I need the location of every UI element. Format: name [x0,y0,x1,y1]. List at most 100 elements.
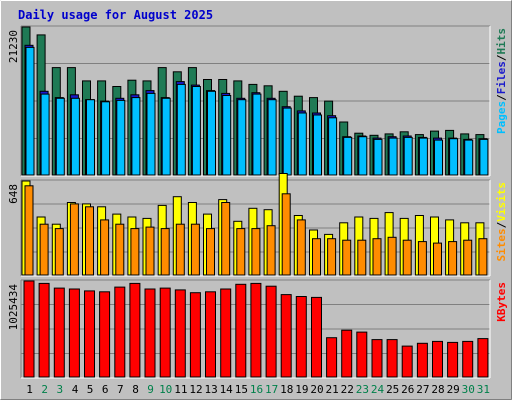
panel-visits-sites: 648 Sites/Visits [7,173,508,277]
x-tick-label: 9 [147,383,154,396]
bar-kbytes-day-21 [326,337,338,378]
bar-sites-day-2 [39,223,49,276]
bar-kbytes-day-9 [144,288,156,378]
bar-sites-day-1 [24,185,34,276]
ymax-label: 1025434 [7,284,20,331]
legend-visits-sites: Sites/Visits [495,182,508,262]
x-tick-label: 13 [204,383,217,396]
legend-entry: / [495,94,508,101]
panel-hits-files-pages: 21230 Pages/Files/Hits [7,25,508,177]
legend-entry: / [495,221,508,228]
bar-pages-day-26 [403,136,413,176]
x-tick-label: 21 [325,383,338,396]
x-tick-label: 15 [235,383,248,396]
x-tick-label: 5 [87,383,94,396]
x-tick-label: 3 [56,383,63,396]
bar-sites-day-5 [85,206,94,276]
bar-sites-day-12 [190,223,200,276]
bar-pages-day-30 [464,139,474,176]
bar-kbytes-day-22 [341,329,353,378]
bar-pages-day-27 [418,137,428,176]
bar-pages-day-7 [116,99,126,176]
bar-sites-day-16 [251,228,261,276]
bar-kbytes-day-4 [68,288,80,378]
bar-sites-day-4 [69,203,79,276]
bar-pages-day-19 [297,112,307,176]
x-tick-label: 27 [416,383,429,396]
bar-kbytes-day-5 [84,290,95,378]
legend-kbytes: KBytes [495,282,508,322]
bar-kbytes-day-31 [477,338,489,378]
x-tick-label: 28 [431,383,444,396]
x-tick-label: 30 [462,383,475,396]
bar-pages-day-3 [55,97,65,176]
bar-sites-day-19 [296,219,306,276]
bar-pages-day-20 [313,114,322,176]
bar-pages-day-23 [358,136,368,176]
bar-pages-day-28 [434,139,443,176]
bar-kbytes-day-19 [295,296,307,378]
x-tick-label: 12 [189,383,202,396]
legend-hits-files-pages: Pages/Files/Hits [495,28,508,134]
bar-kbytes-day-18 [280,294,292,378]
bar-sites-day-29 [448,241,458,276]
x-tick-label: 19 [295,383,308,396]
legend-entry: Visits [495,182,508,222]
bar-sites-day-3 [54,228,64,276]
bar-pages-day-22 [343,136,353,176]
bar-kbytes-day-27 [416,342,428,378]
x-tick-label: 16 [250,383,263,396]
bar-kbytes-day-14 [220,288,232,378]
legend-entry: KBytes [495,282,508,322]
bar-kbytes-day-24 [371,339,383,378]
bar-sites-day-10 [160,228,170,276]
bar-pages-day-15 [237,99,247,176]
bar-sites-day-24 [372,238,382,276]
bar-pages-day-29 [449,138,459,176]
x-tick-label: 17 [265,383,278,396]
bar-kbytes-day-15 [235,283,247,378]
chart-title: Daily usage for August 2025 [18,8,213,22]
x-tick-label: 4 [72,383,79,396]
bar-sites-day-6 [100,219,110,276]
bar-kbytes-day-20 [311,296,322,378]
bar-sites-day-13 [206,228,215,276]
bar-pages-day-8 [131,97,141,176]
bar-kbytes-day-1 [23,280,35,378]
bar-kbytes-day-16 [250,282,262,378]
bar-pages-day-21 [328,117,338,176]
x-tick-label: 10 [159,383,172,396]
bar-sites-day-26 [402,239,412,276]
x-tick-label: 2 [41,383,48,396]
legend-entry: Files [495,61,508,94]
bar-pages-day-16 [252,93,262,176]
bar-pages-day-31 [479,138,489,176]
x-tick-label: 11 [174,383,187,396]
bar-kbytes-day-12 [189,292,201,378]
bar-sites-day-11 [175,223,185,276]
x-tick-label: 1 [26,383,33,396]
bar-kbytes-day-8 [129,282,141,378]
x-tick-label: 22 [341,383,354,396]
bar-pages-day-2 [40,93,50,176]
bar-pages-day-1 [25,46,35,176]
bar-sites-day-9 [145,226,155,276]
x-tick-label: 7 [117,383,124,396]
bar-sites-day-23 [357,239,367,276]
bar-sites-day-14 [221,202,231,276]
x-tick-label: 14 [220,383,234,396]
x-tick-label: 29 [447,383,460,396]
bar-sites-day-28 [433,242,442,276]
x-tick-label: 25 [386,383,399,396]
bar-pages-day-9 [146,92,156,176]
bar-pages-day-24 [373,138,383,176]
bar-kbytes-day-25 [386,339,398,378]
bar-pages-day-12 [191,86,201,176]
ymax-label: 21230 [7,30,20,63]
bar-sites-day-31 [478,238,488,276]
legend-entry: Sites [495,228,508,261]
bar-sites-day-18 [281,193,291,276]
bar-kbytes-day-29 [447,341,459,378]
ymax-label: 648 [7,184,20,204]
